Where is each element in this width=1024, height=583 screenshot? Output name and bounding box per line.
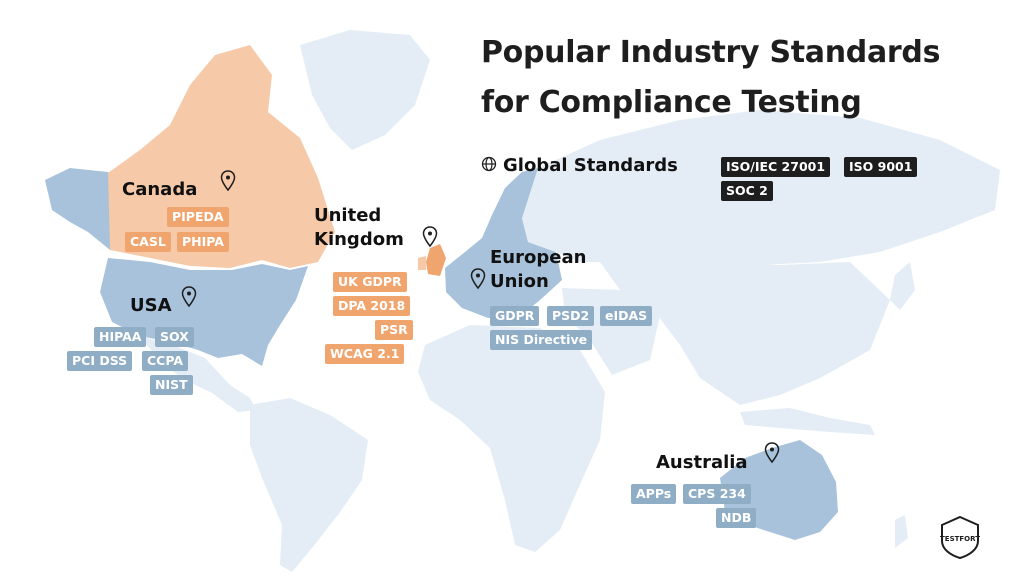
tag-uk-gdpr: UK GDPR bbox=[333, 272, 407, 292]
ireland-shape bbox=[418, 256, 426, 270]
location-pin-icon bbox=[764, 442, 780, 464]
tag-iso-27001: ISO/IEC 27001 bbox=[721, 157, 831, 177]
uk-shape bbox=[426, 244, 446, 276]
tag-phipa: PHIPA bbox=[177, 232, 229, 252]
location-pin-icon bbox=[220, 170, 236, 192]
uk-label: United Kingdom bbox=[314, 204, 404, 252]
tag-eidas: eIDAS bbox=[600, 306, 653, 326]
tag-pci-dss: PCI DSS bbox=[67, 351, 133, 371]
tag-ndb: NDB bbox=[716, 508, 757, 528]
location-pin-icon bbox=[181, 286, 197, 308]
canada-label: Canada bbox=[122, 179, 198, 200]
tag-cps-234: CPS 234 bbox=[683, 484, 751, 504]
south-america-shape bbox=[250, 398, 368, 572]
globe-icon bbox=[481, 156, 497, 172]
testfort-logo: TESTFORT bbox=[940, 515, 980, 559]
tag-ccpa: CCPA bbox=[142, 351, 189, 371]
alaska-shape bbox=[45, 168, 110, 250]
page-title: Popular Industry Standards for Complianc… bbox=[481, 28, 1011, 128]
tag-psr: PSR bbox=[375, 320, 413, 340]
canada-shape bbox=[105, 45, 335, 268]
location-pin-icon bbox=[470, 268, 486, 290]
greenland-shape bbox=[300, 30, 430, 150]
tag-nist: NIST bbox=[150, 375, 193, 395]
tag-hipaa: HIPAA bbox=[94, 327, 147, 347]
tag-psd2: PSD2 bbox=[547, 306, 595, 326]
title-line-1: Popular Industry Standards bbox=[481, 35, 941, 70]
tag-pipeda: PIPEDA bbox=[167, 207, 229, 227]
usa-shape bbox=[100, 258, 308, 366]
tag-dpa-2018: DPA 2018 bbox=[333, 296, 411, 316]
africa-shape bbox=[418, 325, 605, 552]
uk-label-line-2: Kingdom bbox=[314, 229, 404, 250]
eu-label-line-2: Union bbox=[490, 271, 549, 292]
scandinavia-shape bbox=[492, 168, 538, 230]
tag-wcag-2-1: WCAG 2.1 bbox=[325, 344, 405, 364]
usa-label: USA bbox=[130, 295, 172, 316]
tag-soc-2: SOC 2 bbox=[721, 181, 773, 201]
japan-shape bbox=[890, 262, 915, 310]
tag-iso-9001: ISO 9001 bbox=[844, 157, 918, 177]
tag-casl: CASL bbox=[125, 232, 171, 252]
tag-sox: SOX bbox=[155, 327, 194, 347]
global-standards-text: Global Standards bbox=[503, 155, 678, 176]
tag-nis-directive: NIS Directive bbox=[490, 330, 593, 350]
uk-label-line-1: United bbox=[314, 205, 382, 226]
australia-label: Australia bbox=[656, 452, 748, 473]
eu-label-line-1: European bbox=[490, 247, 587, 268]
indonesia-shape bbox=[740, 408, 875, 435]
tag-apps: APPs bbox=[631, 484, 677, 504]
title-line-2: for Compliance Testing bbox=[481, 85, 862, 120]
global-standards-label: Global Standards bbox=[481, 155, 678, 176]
asia-shape bbox=[600, 262, 890, 405]
new-zealand-shape bbox=[895, 515, 908, 548]
logo-text: TESTFORT bbox=[940, 535, 980, 543]
location-pin-icon bbox=[422, 226, 438, 248]
eu-label: European Union bbox=[490, 246, 586, 294]
tag-gdpr: GDPR bbox=[490, 306, 540, 326]
